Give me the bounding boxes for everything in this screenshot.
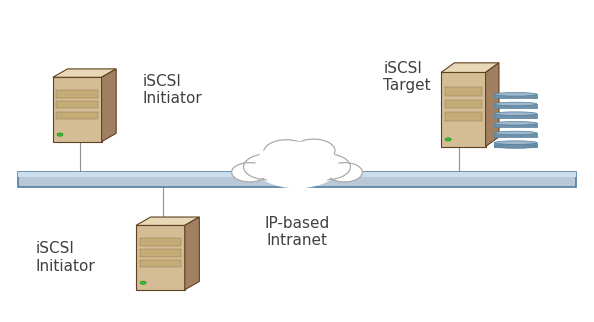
- Circle shape: [303, 154, 350, 180]
- Ellipse shape: [494, 112, 537, 115]
- Polygon shape: [441, 72, 486, 147]
- Polygon shape: [140, 249, 181, 257]
- Circle shape: [232, 163, 267, 182]
- Polygon shape: [140, 238, 181, 246]
- Polygon shape: [494, 133, 537, 137]
- Circle shape: [264, 140, 309, 164]
- Text: iSCSI
Target: iSCSI Target: [383, 61, 431, 93]
- Circle shape: [140, 281, 146, 284]
- Circle shape: [446, 138, 451, 141]
- Polygon shape: [185, 217, 200, 290]
- Circle shape: [255, 142, 339, 187]
- Circle shape: [244, 154, 291, 180]
- Ellipse shape: [494, 92, 537, 96]
- Polygon shape: [53, 77, 102, 142]
- Polygon shape: [56, 101, 98, 109]
- Text: iSCSI
Initiator: iSCSI Initiator: [143, 74, 203, 106]
- Polygon shape: [136, 217, 200, 225]
- Ellipse shape: [494, 141, 537, 144]
- Circle shape: [252, 140, 342, 188]
- FancyBboxPatch shape: [18, 172, 576, 177]
- Polygon shape: [53, 69, 116, 77]
- Polygon shape: [140, 260, 181, 267]
- Circle shape: [264, 147, 330, 182]
- Ellipse shape: [494, 145, 537, 148]
- Polygon shape: [444, 112, 482, 121]
- Polygon shape: [494, 114, 537, 118]
- Polygon shape: [494, 94, 537, 98]
- Polygon shape: [494, 143, 537, 147]
- Circle shape: [327, 163, 362, 182]
- Polygon shape: [102, 69, 116, 142]
- Circle shape: [57, 133, 63, 136]
- Polygon shape: [441, 63, 499, 72]
- Text: iSCSI
Initiator: iSCSI Initiator: [36, 242, 96, 274]
- Ellipse shape: [494, 102, 537, 106]
- Polygon shape: [56, 90, 98, 98]
- Polygon shape: [494, 123, 537, 127]
- Polygon shape: [136, 225, 185, 290]
- Polygon shape: [494, 104, 537, 108]
- Polygon shape: [56, 112, 98, 119]
- Ellipse shape: [494, 121, 537, 125]
- Polygon shape: [486, 63, 499, 147]
- Circle shape: [292, 139, 335, 162]
- Polygon shape: [444, 99, 482, 108]
- Text: IP-based
Intranet: IP-based Intranet: [264, 216, 330, 248]
- Polygon shape: [444, 87, 482, 96]
- Ellipse shape: [494, 131, 537, 135]
- FancyBboxPatch shape: [18, 172, 576, 187]
